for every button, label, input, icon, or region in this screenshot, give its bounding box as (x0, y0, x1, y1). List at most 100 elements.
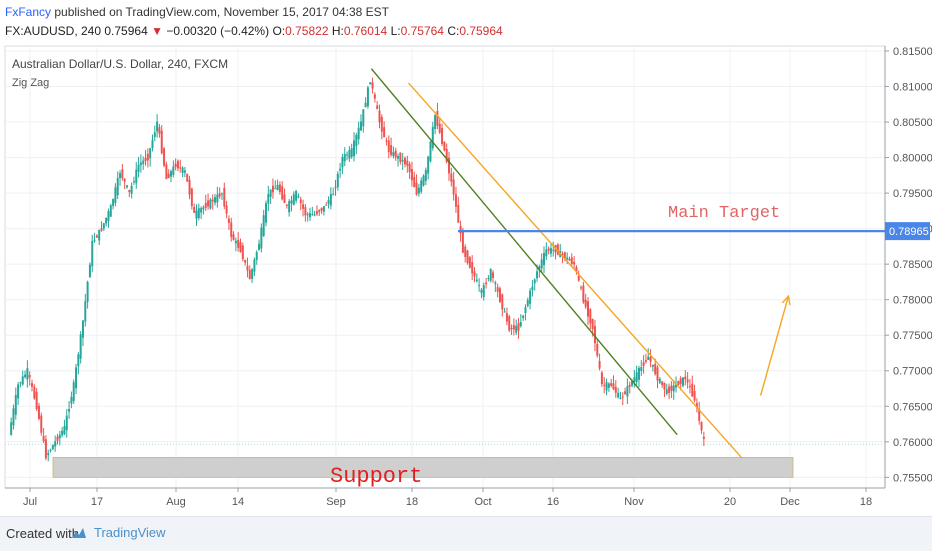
candle-body (318, 210, 321, 213)
candle-body (563, 252, 566, 259)
candle-body (438, 123, 441, 133)
candle-body (612, 383, 615, 390)
candle-body (570, 257, 573, 264)
candle-body (31, 383, 34, 387)
candle-body (63, 426, 66, 435)
time-tick-label: 17 (91, 496, 103, 508)
candle-body (105, 217, 108, 224)
candle-body (281, 186, 284, 200)
candle-body (420, 180, 423, 192)
candle-body (214, 197, 217, 203)
candle-body (413, 176, 416, 188)
footer-bar: Created with TradingView (0, 516, 932, 551)
candle-body (494, 282, 497, 285)
candle-body (274, 188, 277, 190)
candle-body (135, 169, 138, 184)
candle-body (663, 382, 666, 390)
symbol-label: FX:AUDUSD, 240 (5, 24, 102, 38)
candle-body (561, 253, 564, 256)
candle-body (607, 383, 610, 388)
candle-body (336, 173, 339, 188)
time-tick-label: Jul (23, 496, 37, 508)
candle-body (461, 230, 464, 253)
candle-body (139, 162, 142, 166)
last-price: 0.75964 (104, 24, 148, 38)
candle-body (137, 164, 140, 172)
candle-body (170, 171, 173, 177)
candle-body (617, 392, 620, 398)
plot-area (4, 45, 886, 489)
candle-body (503, 311, 506, 313)
candle-body (621, 396, 624, 398)
candle-body (311, 214, 314, 216)
candle-body (552, 249, 555, 251)
candle-body (230, 222, 233, 238)
candle-body (665, 389, 668, 394)
price-tick-label: 0.78500 (893, 259, 932, 271)
candle-body (480, 289, 483, 293)
tradingview-brand-link[interactable]: TradingView (94, 525, 166, 540)
candle-body (14, 395, 17, 415)
time-tick-label: 18 (860, 496, 872, 508)
candle-body (373, 94, 376, 99)
price-chart[interactable]: 0.815000.810000.805000.800000.795000.790… (0, 0, 932, 516)
candle-body (417, 187, 420, 194)
candle-body (313, 214, 316, 216)
candle-body (204, 202, 207, 208)
candle-body (54, 441, 57, 447)
down-arrow-icon: ▼ (151, 24, 163, 38)
published-text: published on TradingView.com, November 1… (54, 5, 390, 19)
candle-body (128, 189, 131, 192)
candle-body (151, 140, 154, 149)
candle-body (589, 309, 592, 324)
candle-body (366, 87, 369, 107)
candle-body (144, 157, 147, 161)
candle-body (37, 405, 40, 419)
candle-body (422, 175, 425, 186)
candle-body (364, 102, 367, 108)
candle-body (362, 109, 365, 127)
candle-body (315, 211, 318, 215)
candle-body (322, 206, 325, 212)
candle-body (158, 127, 161, 134)
candle-body (91, 240, 94, 267)
candle-body (188, 179, 191, 195)
author-link[interactable]: FxFancy (5, 5, 52, 19)
candle-body (262, 215, 265, 237)
candle-body (392, 152, 395, 156)
candle-body (306, 214, 309, 216)
chart-title: Australian Dollar/U.S. Dollar, 240, FXCM (12, 57, 228, 71)
candle-body (332, 194, 335, 196)
candle-body (401, 160, 404, 162)
time-tick-label: 20 (724, 496, 736, 508)
candle-body (695, 403, 698, 408)
candle-body (251, 269, 254, 279)
candle-body (163, 148, 166, 166)
candle-body (343, 153, 346, 162)
candle-body (587, 301, 590, 317)
candle-body (693, 391, 696, 401)
tradingview-cloud-icon[interactable] (70, 526, 88, 540)
publish-info: FxFancy published on TradingView.com, No… (5, 5, 389, 19)
candle-body (651, 364, 654, 367)
candle-body (56, 436, 59, 441)
price-tick-label: 0.80000 (893, 153, 932, 165)
price-tick-label: 0.76500 (893, 401, 932, 413)
candle-body (132, 181, 135, 183)
candle-body (271, 185, 274, 193)
candle-body (348, 149, 351, 159)
candle-body (320, 207, 323, 211)
candle-body (487, 278, 490, 280)
candle-body (619, 397, 622, 399)
candle-body (255, 252, 258, 260)
candle-body (591, 319, 594, 330)
candle-body (573, 261, 576, 265)
candle-body (385, 140, 388, 142)
candle-body (350, 148, 353, 157)
candle-body (95, 235, 98, 238)
close-label: C: (447, 24, 460, 38)
candle-body (482, 285, 485, 297)
candle-body (508, 316, 511, 331)
candle-body (556, 244, 559, 255)
candle-body (501, 294, 504, 310)
